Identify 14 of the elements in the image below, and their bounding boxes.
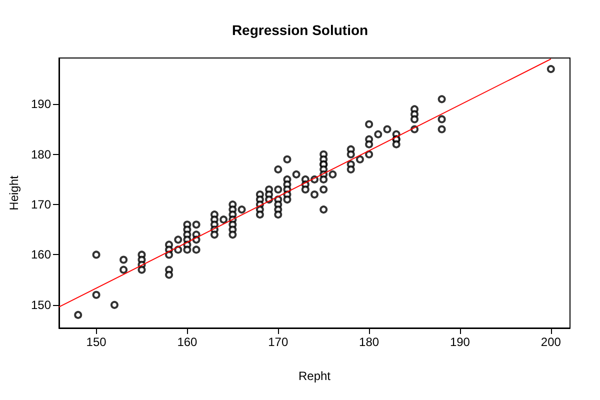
x-tick-label: 170 <box>268 335 288 349</box>
chart-title: Regression Solution <box>232 22 368 38</box>
x-tick-label: 190 <box>450 335 470 349</box>
y-tick-label: 160 <box>30 248 52 262</box>
x-tick-label: 160 <box>177 335 198 349</box>
x-tick-label: 200 <box>540 335 562 349</box>
x-tick-label: 150 <box>86 335 107 349</box>
y-tick-label: 180 <box>30 147 52 162</box>
y-tick-label: 150 <box>30 298 52 312</box>
y-tick-label: 170 <box>30 198 52 212</box>
y-tick-label: 190 <box>30 97 52 112</box>
x-tick-label: 180 <box>359 335 380 349</box>
y-axis-title: Height <box>7 174 22 210</box>
x-axis-title: Repht <box>298 369 332 383</box>
